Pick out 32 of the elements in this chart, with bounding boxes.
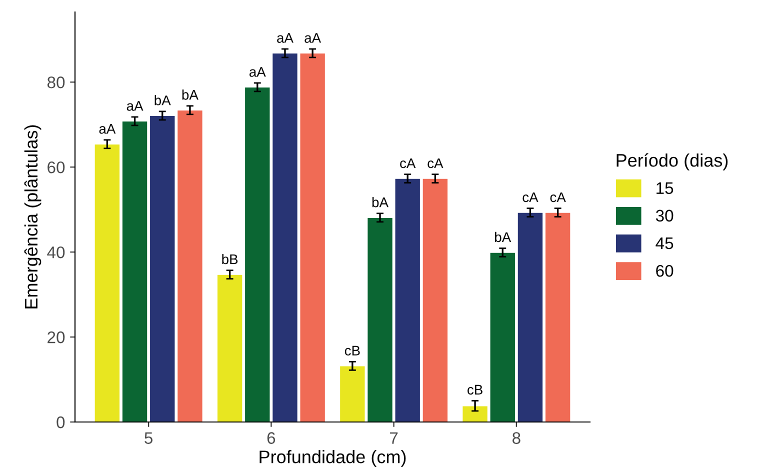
y-tick-label: 20 xyxy=(48,331,65,344)
x-tick-label: 7 xyxy=(390,432,398,444)
data-label: aA xyxy=(99,124,116,134)
data-label: cA xyxy=(550,192,566,202)
data-label: cB xyxy=(468,384,482,395)
data-label: bA xyxy=(495,232,512,242)
y-tick-label: 40 xyxy=(47,246,65,258)
y-axis-title: Emergência (plântulas) xyxy=(24,125,42,308)
data-label: bA xyxy=(154,95,171,106)
data-label: aA xyxy=(126,101,144,111)
legend-label: 60 xyxy=(656,264,674,277)
data-label: bA xyxy=(372,197,388,208)
data-label: cB xyxy=(344,346,360,356)
data-label: aA xyxy=(249,67,266,77)
data-label: aA xyxy=(304,33,322,43)
legend-label: 30 xyxy=(656,210,674,222)
y-tick-label: 60 xyxy=(48,161,65,174)
y-tick-label: 80 xyxy=(47,76,65,88)
data-label: bA xyxy=(182,90,198,100)
x-tick-label: 5 xyxy=(144,432,153,444)
y-tick-label: 0 xyxy=(56,416,65,428)
legend-label: 45 xyxy=(656,238,674,250)
data-label: cA xyxy=(428,158,444,168)
data-label: aA xyxy=(277,33,294,43)
x-tick-label: 8 xyxy=(512,432,520,444)
legend-label: 15 xyxy=(656,182,674,194)
x-tick-label: 6 xyxy=(267,432,276,444)
data-label: cA xyxy=(400,158,416,168)
data-label: bB xyxy=(222,254,238,264)
legend-title: Período (dias) xyxy=(616,153,728,170)
x-axis-title: Profundidade (cm) xyxy=(260,450,406,467)
data-label: cA xyxy=(522,192,538,202)
